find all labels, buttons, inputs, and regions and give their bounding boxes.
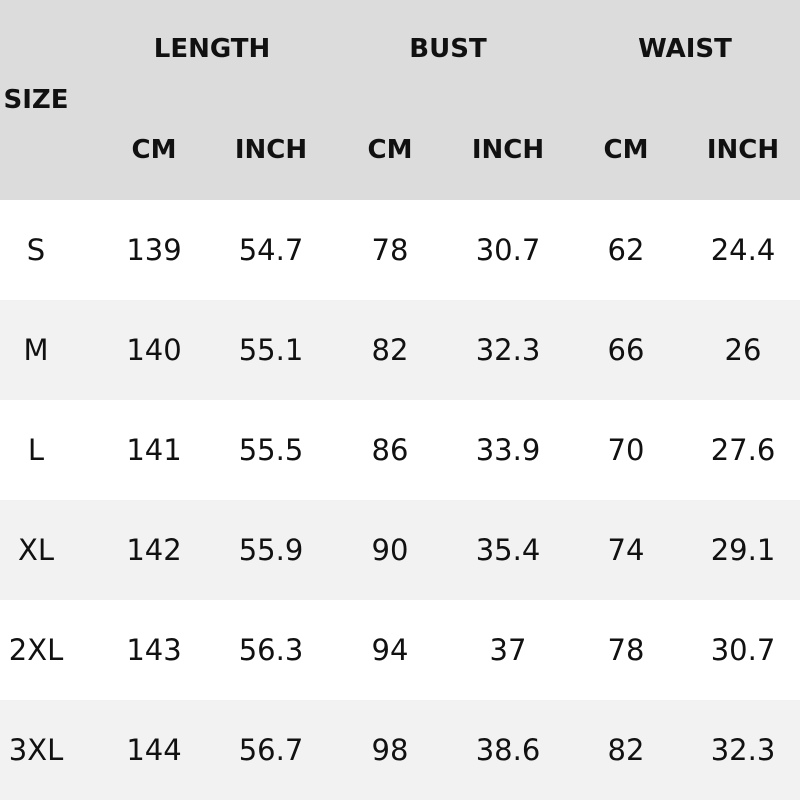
value-cell: 55.5 — [238, 433, 304, 467]
table-row: L 141 55.5 86 33.9 70 27.6 — [0, 400, 800, 500]
size-cell: M — [23, 333, 49, 367]
value-cell: 54.7 — [238, 233, 304, 267]
group-header: LENGTH — [153, 34, 271, 64]
value-cell: 82 — [607, 733, 645, 767]
value-cell: 62 — [607, 233, 645, 267]
table-row: 2XL 143 56.3 94 37 78 30.7 — [0, 600, 800, 700]
table-row: 3XL 144 56.7 98 38.6 82 32.3 — [0, 700, 800, 800]
size-header: SIZE — [3, 85, 69, 115]
unit-header: CM — [603, 135, 649, 165]
unit-header: INCH — [471, 135, 545, 165]
size-cell: L — [27, 433, 45, 467]
value-cell: 140 — [126, 333, 182, 367]
value-cell: 66 — [607, 333, 645, 367]
value-cell: 38.6 — [475, 733, 541, 767]
value-cell: 35.4 — [475, 533, 541, 567]
value-cell: 86 — [371, 433, 409, 467]
table-row: S 139 54.7 78 30.7 62 24.4 — [0, 200, 800, 300]
value-cell: 32.3 — [475, 333, 541, 367]
value-cell: 78 — [607, 633, 645, 667]
table-header: SIZE LENGTH BUST WAIST CM INCH CM INCH CM INCH — [0, 0, 800, 200]
value-cell: 139 — [126, 233, 182, 267]
value-cell: 27.6 — [710, 433, 776, 467]
size-cell: 2XL — [8, 633, 64, 667]
value-cell: 94 — [371, 633, 409, 667]
value-cell: 30.7 — [710, 633, 776, 667]
value-cell: 56.3 — [238, 633, 304, 667]
value-cell: 82 — [371, 333, 409, 367]
size-cell: S — [26, 233, 46, 267]
group-header: BUST — [409, 34, 487, 64]
value-cell: 30.7 — [475, 233, 541, 267]
value-cell: 78 — [371, 233, 409, 267]
value-cell: 98 — [371, 733, 409, 767]
value-cell: 56.7 — [238, 733, 304, 767]
value-cell: 143 — [126, 633, 182, 667]
value-cell: 33.9 — [475, 433, 541, 467]
size-cell: 3XL — [8, 733, 64, 767]
table-row: M 140 55.1 82 32.3 66 26 — [0, 300, 800, 400]
value-cell: 74 — [607, 533, 645, 567]
value-cell: 32.3 — [710, 733, 776, 767]
unit-header: CM — [131, 135, 177, 165]
value-cell: 141 — [126, 433, 182, 467]
table-row: XL 142 55.9 90 35.4 74 29.1 — [0, 500, 800, 600]
unit-header: CM — [367, 135, 413, 165]
value-cell: 55.9 — [238, 533, 304, 567]
size-cell: XL — [17, 533, 55, 567]
value-cell: 26 — [724, 333, 762, 367]
value-cell: 29.1 — [710, 533, 776, 567]
value-cell: 144 — [126, 733, 182, 767]
unit-header: INCH — [234, 135, 308, 165]
value-cell: 142 — [126, 533, 182, 567]
value-cell: 90 — [371, 533, 409, 567]
value-cell: 55.1 — [238, 333, 304, 367]
value-cell: 70 — [607, 433, 645, 467]
unit-header: INCH — [706, 135, 780, 165]
group-header: WAIST — [638, 34, 732, 64]
value-cell: 37 — [489, 633, 527, 667]
value-cell: 24.4 — [710, 233, 776, 267]
